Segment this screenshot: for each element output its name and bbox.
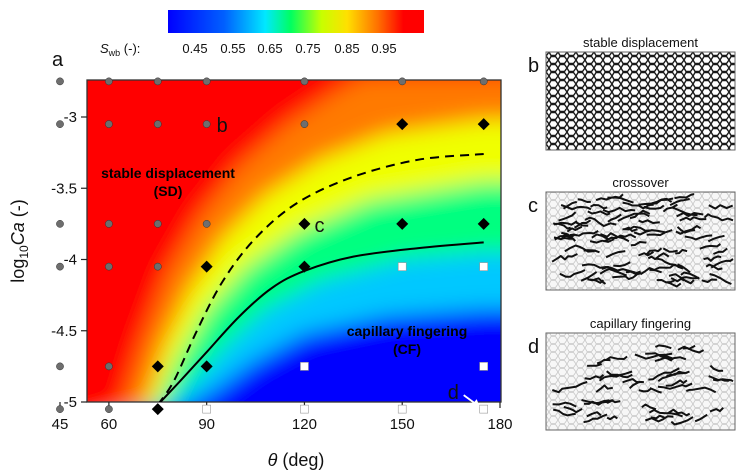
x-axis: 45 60 90 120 150 180 [52, 402, 513, 433]
x-tick-label: 45 [52, 416, 69, 433]
sd-point-marker [202, 120, 211, 128]
y-tick-label: -5 [64, 394, 77, 411]
cf-point-marker [300, 362, 309, 371]
sd-point-marker [202, 220, 211, 228]
crossover-point-marker [151, 403, 164, 416]
side-panel-c: c crossover [528, 175, 736, 291]
sd-point-marker [105, 77, 113, 86]
crossover-point-marker [298, 217, 311, 230]
y-axis-title: log10Ca (-) [8, 199, 31, 282]
sd-point-marker [105, 220, 113, 228]
sd-point-marker [153, 120, 162, 128]
panel-letter-b: b [528, 55, 539, 77]
side-panel-b: b stable displacement [528, 35, 736, 151]
x-tick-label: 60 [101, 416, 118, 433]
colorbar-tick-label: 0.75 [295, 41, 320, 56]
y-axis: -3 -3.5 -4 -4.5 -5 [51, 109, 87, 411]
sd-point-marker [56, 120, 64, 128]
crossover-point-marker [151, 360, 164, 373]
sd-point-marker [153, 77, 162, 86]
sd-point-marker [56, 262, 64, 271]
x-tick-label: 150 [390, 416, 415, 433]
sd-point-marker [56, 220, 64, 228]
sd-region-abbr: (SD) [154, 183, 183, 199]
colorbar-tick-label: 0.45 [182, 41, 207, 56]
colorbar-tick-label: 0.65 [257, 41, 282, 56]
sd-region-title: stable displacement [101, 165, 235, 181]
sd-point-marker [105, 262, 113, 271]
solid-boundary-curve [159, 241, 484, 402]
side-panels: b stable displacement c crossover d capillary… [528, 35, 736, 431]
x-tick-label: 120 [292, 416, 317, 433]
sd-point-marker [105, 362, 113, 371]
y-tick-label: -4 [64, 252, 77, 269]
sd-point-marker [153, 262, 162, 271]
cf-region-abbr: (CF) [393, 341, 421, 357]
sd-point-marker [479, 77, 488, 86]
sd-point-marker [56, 362, 64, 371]
panel-letter-a: a [52, 49, 64, 71]
panel-letter-c: c [528, 195, 538, 217]
colorbar-title: Swb (-): [100, 41, 140, 58]
sd-point-marker [56, 77, 64, 86]
colorbar-tick-label: 0.95 [371, 41, 396, 56]
cf-point-marker [479, 404, 489, 414]
point-label-d: d [448, 382, 459, 404]
sd-point-marker [105, 120, 113, 128]
cf-point-marker [397, 404, 407, 414]
x-tick-label: 180 [487, 416, 512, 433]
sd-point-marker [153, 220, 162, 228]
panel-title: stable displacement [583, 35, 698, 50]
y-tick-label: -3 [64, 109, 77, 126]
crossover-point-marker [477, 217, 490, 230]
crossover-point-marker [396, 118, 409, 131]
colorbar-tick-label: 0.85 [334, 41, 359, 56]
cf-point-marker [479, 262, 489, 271]
heatmap-field [87, 80, 501, 402]
colorbar-gradient [168, 10, 424, 33]
x-axis-title: θ (deg) [268, 450, 325, 470]
sd-point-marker [300, 120, 309, 128]
crossover-point-marker [396, 217, 409, 230]
cf-point-marker [202, 404, 211, 414]
colorbar: Swb (-): 0.45 0.55 0.65 0.75 0.85 0.95 [100, 10, 424, 58]
sd-point-marker [56, 405, 64, 413]
sd-point-marker [105, 405, 113, 413]
data-markers [56, 77, 490, 416]
cf-point-marker [397, 262, 407, 271]
colorbar-tick-label: 0.55 [220, 41, 245, 56]
panel-title: capillary fingering [590, 316, 691, 331]
point-labels: b c d [217, 115, 480, 408]
colorbar-tick-labels: 0.45 0.55 0.65 0.75 0.85 0.95 [182, 41, 396, 56]
side-panel-d: d capillary fingering [528, 316, 736, 431]
y-tick-label: -4.5 [51, 323, 77, 340]
cf-point-marker [479, 362, 489, 371]
crossover-point-marker [200, 360, 213, 373]
sd-point-marker [300, 77, 309, 86]
invading-fluid-paths [551, 344, 734, 426]
panel-title: crossover [612, 175, 669, 190]
crossover-point-marker [298, 260, 311, 273]
panel-letter-d: d [528, 336, 539, 358]
invading-fluid-paths [551, 193, 734, 288]
y-tick-label: -3.5 [51, 180, 77, 197]
main-plot: 45 60 90 120 150 180 -3 -3.5 -4 -4.5 -5 b c d stabl… [8, 49, 513, 470]
dashed-boundary-curve [158, 153, 484, 402]
pore-network-image [545, 51, 736, 151]
field-layers [87, 80, 501, 402]
crossover-point-marker [477, 118, 490, 131]
point-label-c: c [314, 215, 324, 237]
plot-frame [86, 79, 502, 403]
sd-point-marker [398, 77, 407, 86]
point-label-b: b [217, 115, 228, 137]
field-band [87, 80, 358, 402]
x-tick-label: 90 [198, 416, 215, 433]
sd-point-marker [202, 77, 211, 86]
cf-point-marker [300, 404, 309, 414]
crossover-point-marker [200, 260, 213, 273]
cf-region-title: capillary fingering [347, 323, 468, 339]
boundary-curves [158, 153, 484, 402]
